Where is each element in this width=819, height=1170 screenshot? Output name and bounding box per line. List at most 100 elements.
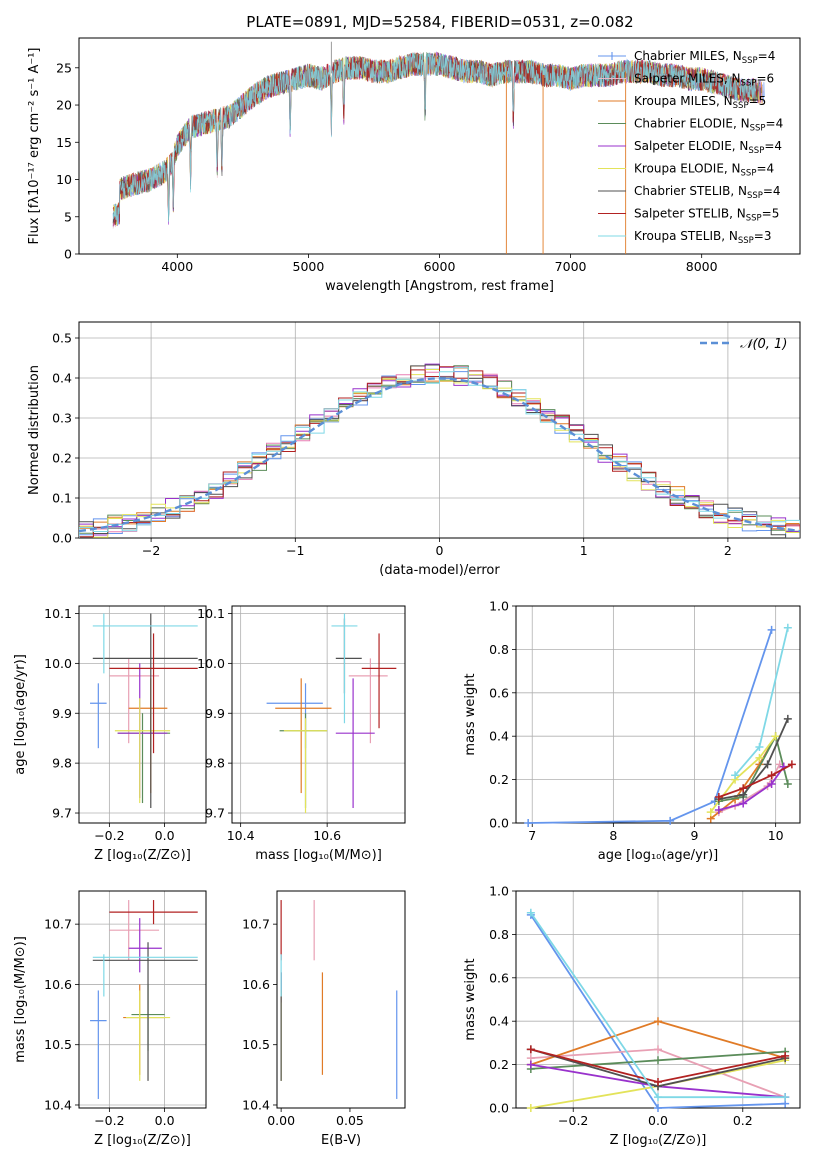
y-tick-label: 1.0 bbox=[489, 599, 509, 614]
y-tick-label: 10.5 bbox=[242, 1037, 270, 1052]
x-tick-label: 0.00 bbox=[267, 1113, 295, 1128]
y-tick-label: 10.0 bbox=[44, 656, 72, 671]
weight-marker bbox=[739, 784, 748, 793]
legend-label-name: Salpeter ELODIE, N bbox=[634, 139, 748, 153]
normal-curve bbox=[79, 377, 800, 533]
legend-label-suffix: =5 bbox=[749, 94, 767, 108]
y-tick-label: 10.6 bbox=[242, 977, 270, 992]
x-tick-label: −0.2 bbox=[94, 828, 124, 843]
weight-marker bbox=[763, 760, 772, 769]
legend-label-suffix: =3 bbox=[754, 229, 772, 243]
x-tick-label: 0.0 bbox=[155, 1113, 175, 1128]
legend-label-suffix: =4 bbox=[763, 184, 781, 198]
legend-label-sub: SSP bbox=[750, 124, 766, 134]
y-tick-label: 10.4 bbox=[44, 1097, 72, 1112]
weight-marker bbox=[714, 792, 723, 801]
y-axis-label: Flux [fλ10⁻¹⁷ erg cm⁻² s⁻¹ A⁻¹] bbox=[27, 48, 42, 245]
weight-marker bbox=[654, 1045, 662, 1054]
spectrum-series-group bbox=[112, 41, 765, 254]
y-tick-label: 10.7 bbox=[242, 917, 270, 932]
x-axis-label: Z [log₁₀(Z/Z⊙)] bbox=[94, 848, 191, 863]
chart-title: PLATE=0891, MJD=52584, FIBERID=0531, z=0… bbox=[246, 13, 633, 31]
weight-marker bbox=[783, 779, 792, 788]
x-tick-label: 9 bbox=[691, 828, 699, 843]
plot-frame bbox=[78, 321, 801, 539]
legend-label-2: Kroupa MILES, NSSP=5 bbox=[634, 94, 766, 111]
weight-marker bbox=[755, 753, 764, 762]
x-tick-label: 0.05 bbox=[336, 1113, 364, 1128]
y-tick-label: 0.4 bbox=[489, 1014, 509, 1029]
weight-marker bbox=[654, 1017, 662, 1026]
x-tick-label: 8 bbox=[609, 828, 617, 843]
legend-label-suffix: =4 bbox=[766, 117, 784, 131]
weight-line-3 bbox=[718, 733, 789, 803]
weight-marker bbox=[767, 771, 776, 780]
y-axis-label: mass weight bbox=[463, 673, 478, 755]
axes-weight-vs-age: 7 8 9 10 0.0 0.2 0.4 0.6 0.8 1.0 age [log₁₀(age/yr… bbox=[463, 599, 801, 863]
y-tick-label: 9.8 bbox=[205, 756, 225, 771]
y-axis-label: mass weight bbox=[463, 958, 478, 1040]
x-tick-label: 5000 bbox=[293, 259, 325, 274]
histogram-group bbox=[79, 363, 800, 538]
x-tick-label: 7 bbox=[528, 828, 536, 843]
legend-label-suffix: =4 bbox=[756, 162, 774, 176]
legend-label-suffix: =6 bbox=[756, 72, 774, 86]
y-tick-label: 0.4 bbox=[52, 371, 72, 386]
y-tick-label: 0.0 bbox=[489, 816, 509, 831]
x-tick-label: −2 bbox=[142, 543, 160, 558]
legend-label-sub: SSP bbox=[738, 236, 754, 246]
x-axis-label: mass [log₁₀(M/M⊙)] bbox=[255, 848, 382, 863]
weight-marker bbox=[781, 1051, 790, 1060]
y-tick-label: 0.3 bbox=[52, 411, 72, 426]
y-tick-label: 9.8 bbox=[52, 756, 72, 771]
x-tick-label: 10.4 bbox=[227, 828, 255, 843]
weight-marker bbox=[771, 732, 780, 741]
legend-label-sub: SSP bbox=[733, 101, 749, 111]
weight-marker bbox=[714, 805, 723, 814]
legend-label-1: Salpeter MILES, NSSP=6 bbox=[634, 72, 774, 89]
y-tick-label: 0.5 bbox=[52, 331, 72, 346]
x-tick-label: −1 bbox=[286, 543, 304, 558]
y-tick-label: 10.0 bbox=[197, 656, 225, 671]
weight-marker bbox=[654, 1077, 662, 1086]
y-tick-label: 9.7 bbox=[52, 806, 72, 821]
legend-label-name: Chabrier MILES, N bbox=[634, 49, 742, 63]
x-tick-label: 2 bbox=[724, 543, 732, 558]
x-tick-label: 0.2 bbox=[733, 1113, 753, 1128]
y-tick-label: 10.1 bbox=[44, 606, 72, 621]
y-tick-label: 0.6 bbox=[489, 970, 509, 985]
x-tick-label: 0 bbox=[436, 543, 444, 558]
legend-label-name: Kroupa MILES, N bbox=[634, 94, 733, 108]
weight-marker bbox=[526, 1045, 535, 1054]
y-tick-label: 10.4 bbox=[242, 1097, 270, 1112]
y-tick-label: 20 bbox=[56, 98, 72, 113]
y-tick-label: 0.6 bbox=[489, 685, 509, 700]
plot-frame bbox=[276, 890, 406, 1109]
plot-frame bbox=[78, 890, 207, 1109]
legend-label-name: Kroupa ELODIE, N bbox=[634, 162, 741, 176]
weight-marker bbox=[755, 743, 764, 752]
x-tick-label: −0.2 bbox=[558, 1113, 588, 1128]
weight-marker bbox=[731, 771, 740, 780]
spectrum-line-8 bbox=[112, 52, 757, 226]
legend-label-suffix: =5 bbox=[762, 207, 780, 221]
x-tick-label: 7000 bbox=[555, 259, 587, 274]
plot-frame bbox=[231, 605, 406, 824]
weight-line-7 bbox=[718, 763, 793, 798]
axes-age-vs-Z: −0.2 0.0 9.7 9.8 9.9 10.0 10.1 Z [log₁₀(Z/Z⊙)] a… bbox=[13, 605, 207, 863]
weight-marker bbox=[526, 908, 535, 917]
legend-label-name: Salpeter MILES, N bbox=[634, 72, 741, 86]
plot-frame bbox=[515, 605, 801, 824]
weight-line-4 bbox=[718, 766, 785, 811]
y-axis-label: mass [log₁₀(M/M⊙)] bbox=[13, 936, 28, 1063]
legend-label-name: Salpeter STELIB, N bbox=[634, 207, 746, 221]
y-tick-label: 0.2 bbox=[52, 451, 72, 466]
legend-label-normal: 𝒩(0, 1) bbox=[740, 337, 787, 352]
y-tick-label: 10.1 bbox=[197, 606, 225, 621]
x-tick-label: 4000 bbox=[161, 259, 193, 274]
weight-marker bbox=[526, 1104, 535, 1112]
axes-mass-vs-EBV: 0.00 0.05 10.4 10.5 10.6 10.7 E(B-V) bbox=[242, 890, 406, 1148]
y-tick-label: 0.1 bbox=[52, 491, 72, 506]
